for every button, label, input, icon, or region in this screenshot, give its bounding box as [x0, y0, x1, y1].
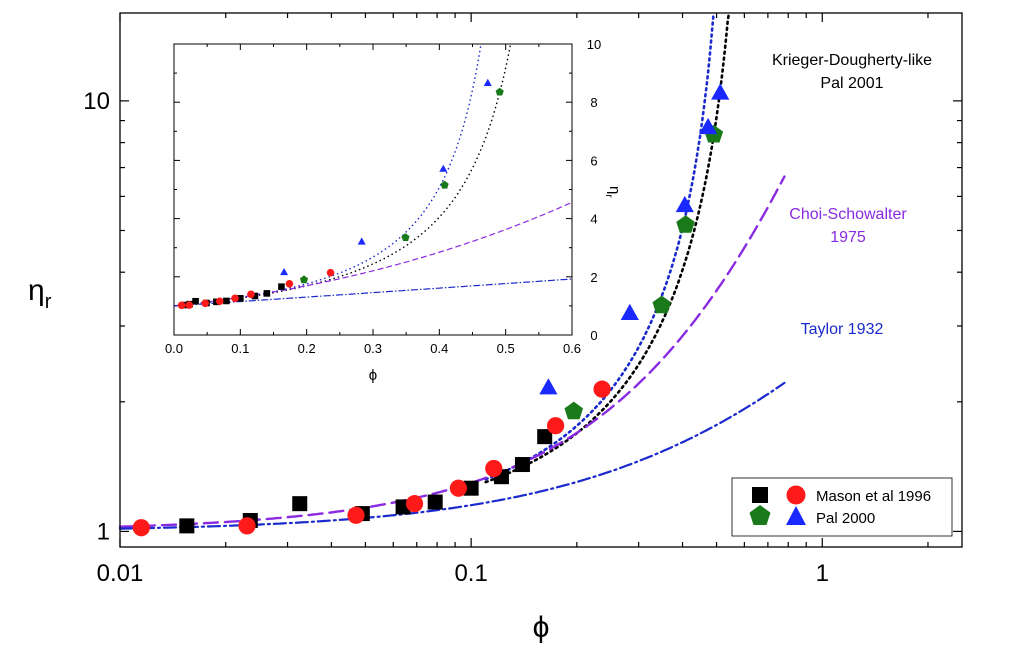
main-point-square	[179, 518, 195, 534]
inset-data-points	[177, 78, 504, 310]
inset-x-tick-label: 0.5	[497, 341, 515, 356]
inset-y-tick-label: 8	[590, 95, 597, 110]
inset-y-tick-label: 4	[590, 212, 597, 227]
main-point-pentagon	[676, 215, 695, 233]
main-point-circle	[347, 506, 365, 524]
main-x-tick-label: 0.01	[97, 560, 144, 587]
main-plot-frame	[119, 12, 963, 548]
legend-triangle-marker	[786, 506, 806, 525]
inset-x-tick-label: 0.1	[231, 341, 249, 356]
annotation-choi-schowalter-year: 1975	[830, 229, 866, 246]
main-point-square	[427, 494, 443, 510]
main-point-square	[514, 457, 530, 473]
main-point-circle	[546, 417, 565, 435]
main-point-circle	[593, 380, 611, 398]
main-taylor-curve	[118, 381, 786, 530]
main-point-triangle	[539, 378, 558, 395]
main-point-square	[463, 480, 479, 496]
inset-y-axis-title-subscript: r	[603, 194, 614, 198]
main-y-tick-label: 1	[97, 518, 110, 545]
legend-pentagon-marker	[749, 505, 771, 525]
main-y-axis-title: ηr	[28, 274, 52, 313]
legend-box	[731, 477, 953, 537]
main-point-circle	[449, 479, 468, 497]
inset-x-tick-label: 0.6	[563, 341, 581, 356]
inset-point-circle	[177, 301, 186, 310]
inset-point-circle	[185, 301, 194, 309]
legend-label-pal-2000: Pal 2000	[816, 510, 875, 527]
inset-y-axis-title: ηr	[603, 186, 623, 198]
inset-y-tick-label: 2	[590, 270, 597, 285]
main-point-triangle	[675, 195, 694, 213]
annotation-pal-2001: Pal 2001	[820, 75, 883, 92]
inset-y-tick-label: 0	[590, 328, 597, 343]
main-tick-labels: 0.01 0.1 1 1 10	[83, 88, 829, 587]
legend-label-mason: Mason et al 1996	[816, 488, 931, 505]
inset-point-pentagon	[401, 233, 410, 241]
inset-point-circle	[215, 297, 224, 306]
main-y-axis-title-subscript: r	[45, 291, 52, 313]
inset-point-triangle	[280, 268, 289, 276]
main-point-triangle	[699, 117, 718, 135]
main-point-pentagon	[652, 295, 671, 314]
inset-x-axis-title: ϕ	[369, 367, 377, 384]
main-x-tick-label: 0.1	[454, 560, 487, 587]
inset-point-circle	[201, 299, 209, 308]
inset-point-triangle	[439, 164, 448, 172]
inset-point-square	[251, 292, 259, 300]
inset-y-tick-label: 10	[587, 37, 601, 52]
inset-plot-frame	[173, 43, 573, 336]
inset-point-circle	[326, 268, 335, 277]
inset-point-circle	[247, 290, 255, 299]
inset-point-circle	[231, 294, 239, 303]
main-y-tick-label: 10	[83, 88, 110, 115]
inset-krieger-dougherty-black-curve	[173, 43, 513, 307]
inset-background	[174, 44, 572, 335]
inset-y-tick-label: 6	[590, 153, 597, 168]
inset-x-tick-label: 0.0	[165, 341, 183, 356]
main-point-triangle	[711, 83, 730, 100]
inset-point-pentagon	[440, 180, 449, 189]
inset-tick-labels: 0.0 0.1 0.2 0.3 0.4 0.5 0.6 0 2 4 6 8 10	[165, 37, 601, 356]
main-point-square	[292, 496, 308, 512]
inset-point-square	[192, 297, 199, 305]
main-x-tick-label: 1	[816, 560, 829, 587]
main-x-axis-title: ϕ	[533, 611, 550, 644]
inset-chart: 0.0 0.1 0.2 0.3 0.4 0.5 0.6 0 2 4 6 8 10 ϕ ηr	[165, 37, 623, 384]
main-point-circle	[485, 459, 503, 478]
main-y-axis-title-symbol: η	[28, 274, 45, 307]
main-point-circle	[132, 519, 150, 537]
inset-point-circle	[285, 279, 294, 288]
inset-point-square	[223, 297, 230, 305]
inset-point-pentagon	[495, 87, 504, 96]
inset-x-tick-label: 0.2	[298, 341, 316, 356]
main-point-circle	[238, 517, 256, 535]
main-point-pentagon	[564, 401, 583, 420]
annotation-taylor-1932: Taylor 1932	[801, 321, 884, 338]
annotation-choi-schowalter: Choi-Schowalter	[789, 206, 907, 223]
legend: Mason et al 1996 Pal 2000	[731, 477, 953, 537]
inset-point-square	[278, 283, 285, 290]
annotation-krieger-dougherty: Krieger-Dougherty-like	[772, 52, 932, 69]
main-point-circle	[405, 495, 424, 513]
inset-point-triangle	[357, 237, 366, 245]
inset-y-axis-title-symbol: η	[606, 186, 623, 194]
legend-square-marker	[752, 487, 768, 503]
inset-point-triangle	[483, 78, 492, 86]
inset-x-tick-label: 0.4	[430, 341, 448, 356]
legend-circle-marker	[786, 485, 806, 505]
main-axis-ticks	[119, 13, 962, 547]
main-data-points	[132, 83, 730, 537]
inset-point-square	[263, 290, 271, 297]
main-point-square	[537, 429, 553, 445]
inset-point-pentagon	[299, 275, 309, 284]
main-point-triangle	[620, 303, 639, 320]
inset-point-square	[237, 295, 244, 302]
inset-x-tick-label: 0.3	[364, 341, 382, 356]
